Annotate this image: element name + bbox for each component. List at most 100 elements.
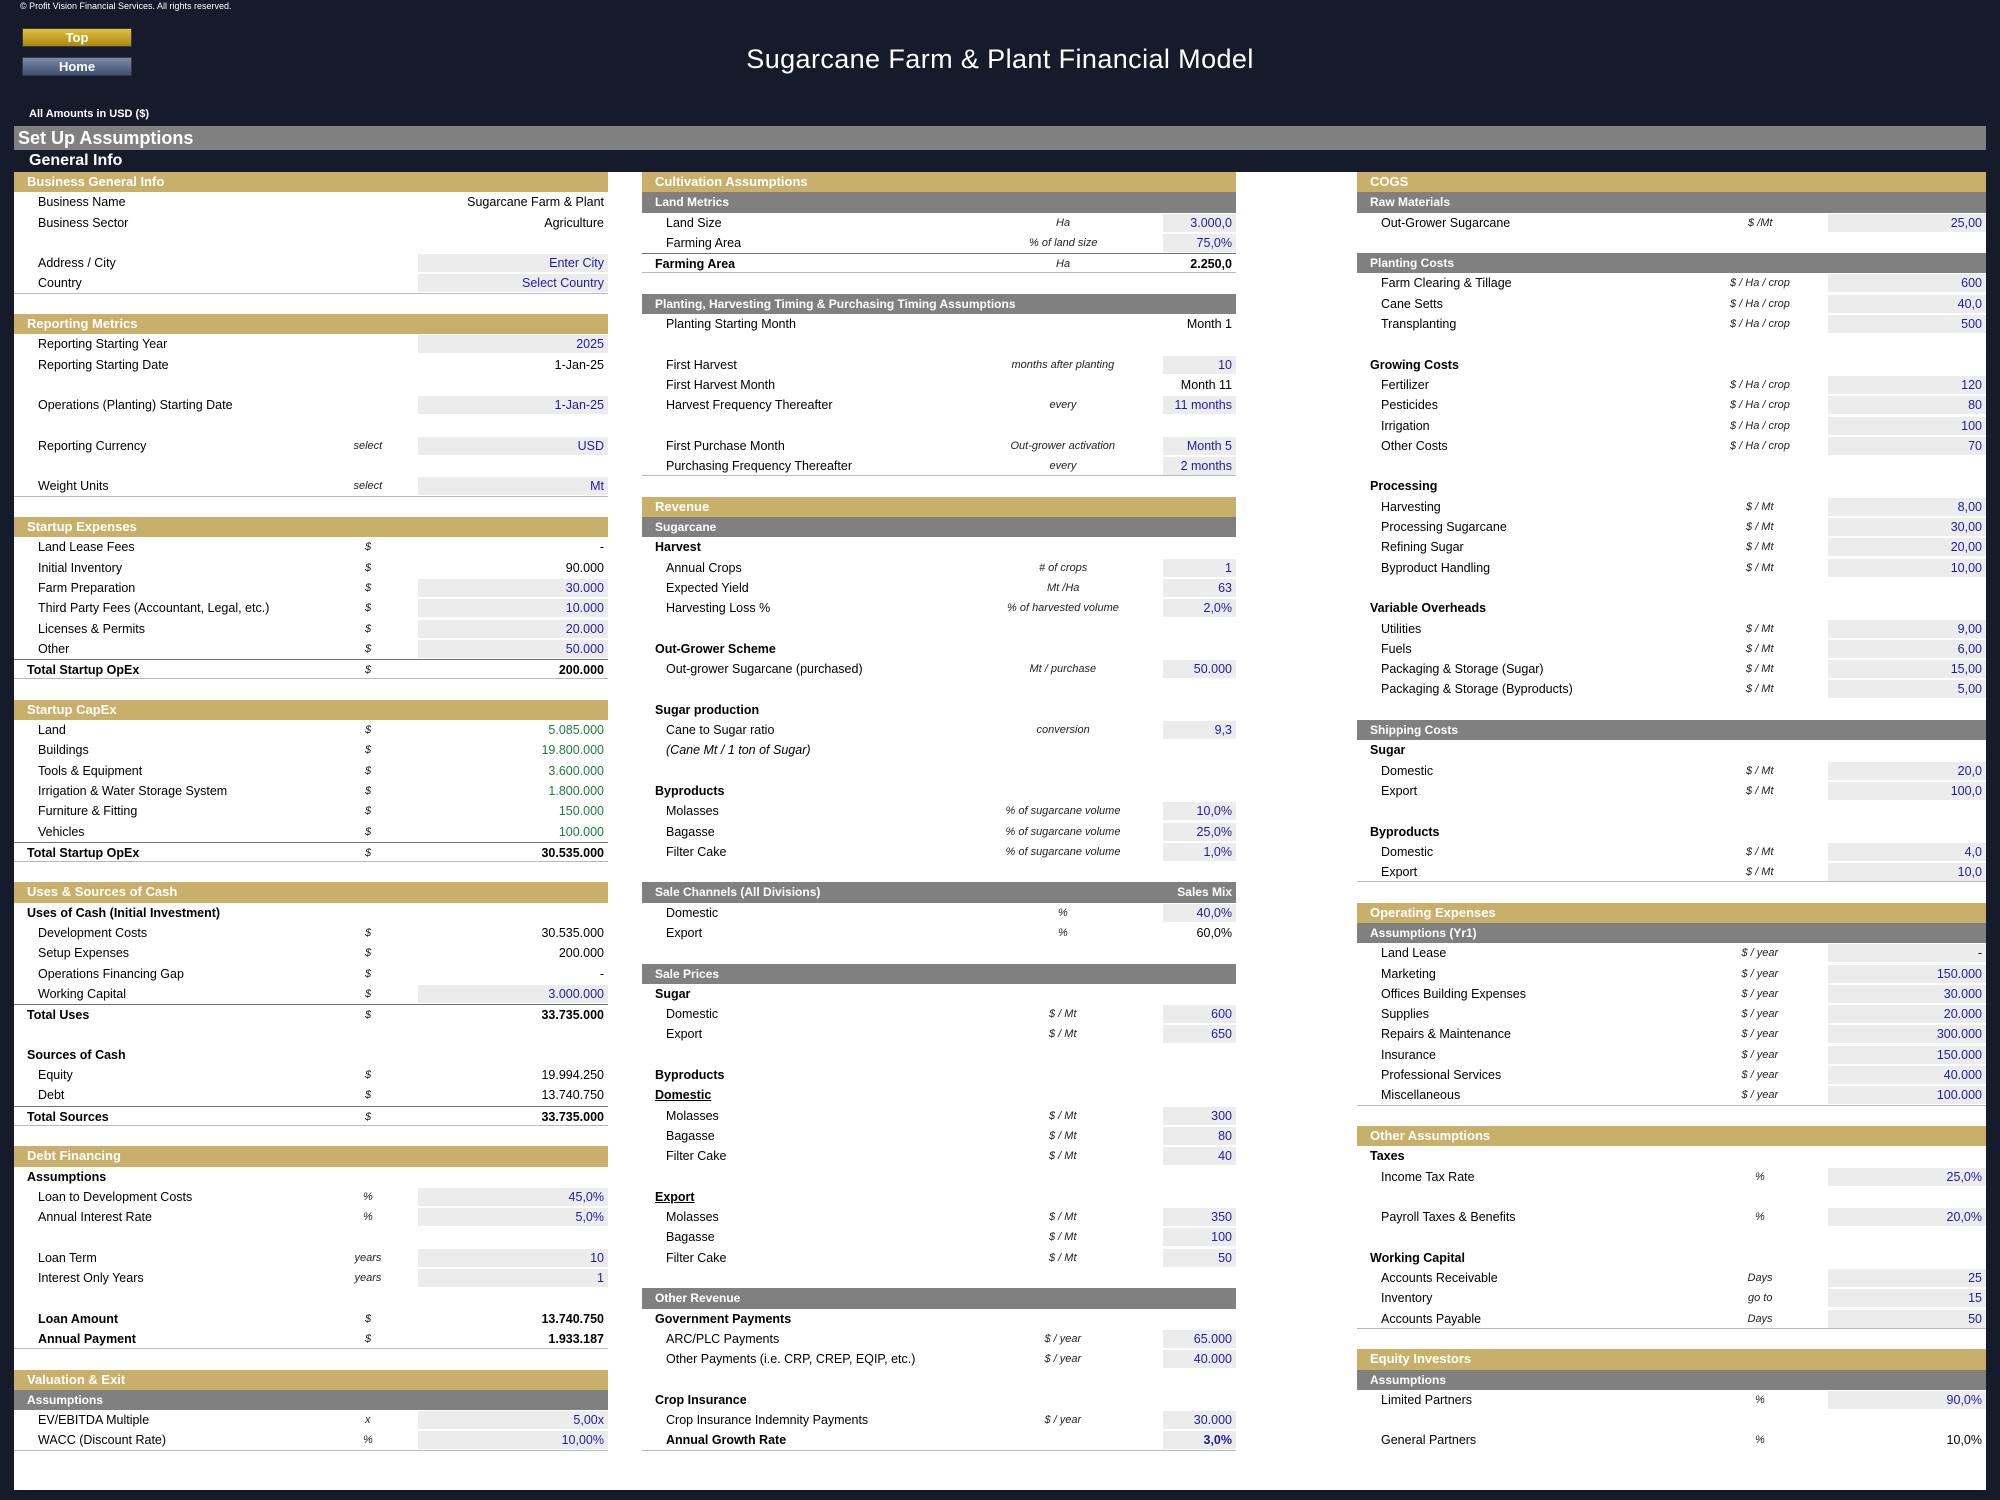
row-value[interactable]: 15 bbox=[1968, 1291, 1982, 1306]
input-cell[interactable] bbox=[1828, 619, 1986, 638]
row-value[interactable]: 10,0 bbox=[1957, 865, 1982, 880]
input-cell[interactable] bbox=[418, 1187, 608, 1206]
row-value[interactable]: 40,0% bbox=[1196, 905, 1232, 920]
row-value[interactable]: 63 bbox=[1218, 580, 1232, 595]
row-value[interactable]: Select Country bbox=[522, 276, 604, 291]
input-cell[interactable] bbox=[1828, 294, 1986, 313]
input-cell[interactable] bbox=[1163, 396, 1236, 415]
row-value[interactable]: 600 bbox=[1961, 276, 1982, 291]
input-cell[interactable] bbox=[1163, 660, 1236, 679]
input-cell[interactable] bbox=[1828, 680, 1986, 699]
input-cell[interactable] bbox=[1828, 396, 1986, 415]
row-value[interactable]: 30.000 bbox=[565, 580, 604, 595]
row-value[interactable]: Enter City bbox=[549, 256, 604, 271]
input-cell[interactable] bbox=[1828, 375, 1986, 394]
input-cell[interactable] bbox=[1828, 1066, 1986, 1085]
row-value[interactable]: 50 bbox=[1968, 1311, 1982, 1326]
row-value[interactable]: 1 bbox=[1225, 560, 1232, 575]
input-cell[interactable] bbox=[1163, 213, 1236, 232]
input-cell[interactable] bbox=[1828, 1390, 1986, 1409]
input-cell[interactable] bbox=[1828, 213, 1986, 232]
row-value[interactable]: 20,00 bbox=[1950, 540, 1982, 555]
row-value[interactable]: 6,00 bbox=[1957, 641, 1982, 656]
input-cell[interactable] bbox=[418, 1411, 608, 1430]
row-value[interactable]: 120 bbox=[1961, 377, 1982, 392]
row-value[interactable]: 2,0% bbox=[1203, 601, 1233, 616]
input-cell[interactable] bbox=[1828, 1309, 1986, 1328]
input-cell[interactable] bbox=[1828, 863, 1986, 882]
row-value[interactable]: 600 bbox=[1211, 1007, 1232, 1022]
row-value[interactable]: 50.000 bbox=[565, 641, 604, 656]
row-value[interactable]: 3.000.000 bbox=[548, 986, 604, 1001]
input-cell[interactable] bbox=[1828, 842, 1986, 861]
row-value[interactable]: 2025 bbox=[576, 337, 604, 352]
row-value[interactable]: 3.000,0 bbox=[1190, 215, 1232, 230]
row-value[interactable]: 25,0% bbox=[1196, 824, 1232, 839]
input-cell[interactable] bbox=[1828, 436, 1986, 455]
row-value[interactable]: 1,0% bbox=[1203, 844, 1233, 859]
row-value[interactable]: 25,00 bbox=[1950, 215, 1982, 230]
row-value[interactable]: 500 bbox=[1961, 317, 1982, 332]
input-cell[interactable] bbox=[418, 1208, 608, 1227]
row-value[interactable]: 90,0% bbox=[1946, 1392, 1982, 1407]
row-value[interactable]: 10,00% bbox=[561, 1433, 604, 1448]
input-cell[interactable] bbox=[1163, 1228, 1236, 1247]
input-cell[interactable] bbox=[1163, 903, 1236, 922]
row-value[interactable]: 300 bbox=[1211, 1108, 1232, 1123]
input-cell[interactable] bbox=[1828, 1045, 1986, 1064]
row-value[interactable]: 20,0% bbox=[1946, 1210, 1982, 1225]
row-value[interactable]: 50.000 bbox=[1193, 662, 1232, 677]
input-cell[interactable] bbox=[1828, 558, 1986, 577]
input-cell[interactable] bbox=[1163, 842, 1236, 861]
row-value[interactable]: 10.000 bbox=[565, 601, 604, 616]
row-value[interactable]: 11 months bbox=[1174, 398, 1232, 413]
row-value[interactable]: 9,3 bbox=[1214, 723, 1232, 738]
input-cell[interactable] bbox=[1828, 1289, 1986, 1308]
input-cell[interactable] bbox=[418, 274, 608, 293]
row-value[interactable]: 25 bbox=[1968, 1271, 1982, 1286]
row-value[interactable]: 40.000 bbox=[1193, 1352, 1232, 1367]
input-cell[interactable] bbox=[418, 254, 608, 273]
input-cell[interactable] bbox=[418, 599, 608, 618]
row-value[interactable]: 100.000 bbox=[1936, 1088, 1982, 1103]
row-value[interactable]: 100 bbox=[1211, 1230, 1232, 1245]
input-cell[interactable] bbox=[1163, 721, 1236, 740]
input-cell[interactable] bbox=[1163, 1025, 1236, 1044]
input-cell[interactable] bbox=[1828, 274, 1986, 293]
input-cell[interactable] bbox=[418, 984, 608, 1003]
input-cell[interactable] bbox=[1163, 436, 1236, 455]
input-cell[interactable] bbox=[418, 396, 608, 415]
input-cell[interactable] bbox=[1828, 1167, 1986, 1186]
row-value[interactable]: 4,0 bbox=[1964, 844, 1982, 859]
input-cell[interactable] bbox=[1163, 1350, 1236, 1369]
input-cell[interactable] bbox=[1828, 315, 1986, 334]
input-cell[interactable] bbox=[1163, 599, 1236, 618]
row-value[interactable]: USD bbox=[577, 438, 604, 453]
input-cell[interactable] bbox=[1828, 639, 1986, 658]
row-value[interactable]: 80 bbox=[1218, 1128, 1232, 1143]
row-value[interactable]: 9,00 bbox=[1957, 621, 1982, 636]
row-value[interactable]: 100 bbox=[1961, 418, 1982, 433]
input-cell[interactable] bbox=[1163, 355, 1236, 374]
input-cell[interactable] bbox=[1163, 1208, 1236, 1227]
row-value[interactable]: 70 bbox=[1968, 438, 1982, 453]
row-value[interactable]: 650 bbox=[1211, 1027, 1232, 1042]
input-cell[interactable] bbox=[1828, 497, 1986, 516]
row-value[interactable]: 2 months bbox=[1180, 459, 1232, 474]
row-value[interactable]: 65.000 bbox=[1193, 1331, 1232, 1346]
input-cell[interactable] bbox=[1163, 1248, 1236, 1267]
row-value[interactable]: 5,0% bbox=[575, 1210, 605, 1225]
row-value[interactable]: Month 5 bbox=[1186, 438, 1232, 453]
input-cell[interactable] bbox=[418, 639, 608, 658]
row-value[interactable]: Mt bbox=[590, 479, 604, 494]
home-button[interactable]: Home bbox=[22, 57, 132, 76]
row-value[interactable]: 10,0% bbox=[1196, 804, 1232, 819]
row-value[interactable]: 20,0 bbox=[1957, 763, 1982, 778]
input-cell[interactable] bbox=[418, 1248, 608, 1267]
input-cell[interactable] bbox=[1163, 1005, 1236, 1024]
input-cell[interactable] bbox=[1163, 578, 1236, 597]
row-value[interactable]: 30.000 bbox=[1943, 986, 1982, 1001]
input-cell[interactable] bbox=[418, 335, 608, 354]
row-value[interactable]: 15,00 bbox=[1950, 662, 1982, 677]
input-cell[interactable] bbox=[1163, 1147, 1236, 1166]
